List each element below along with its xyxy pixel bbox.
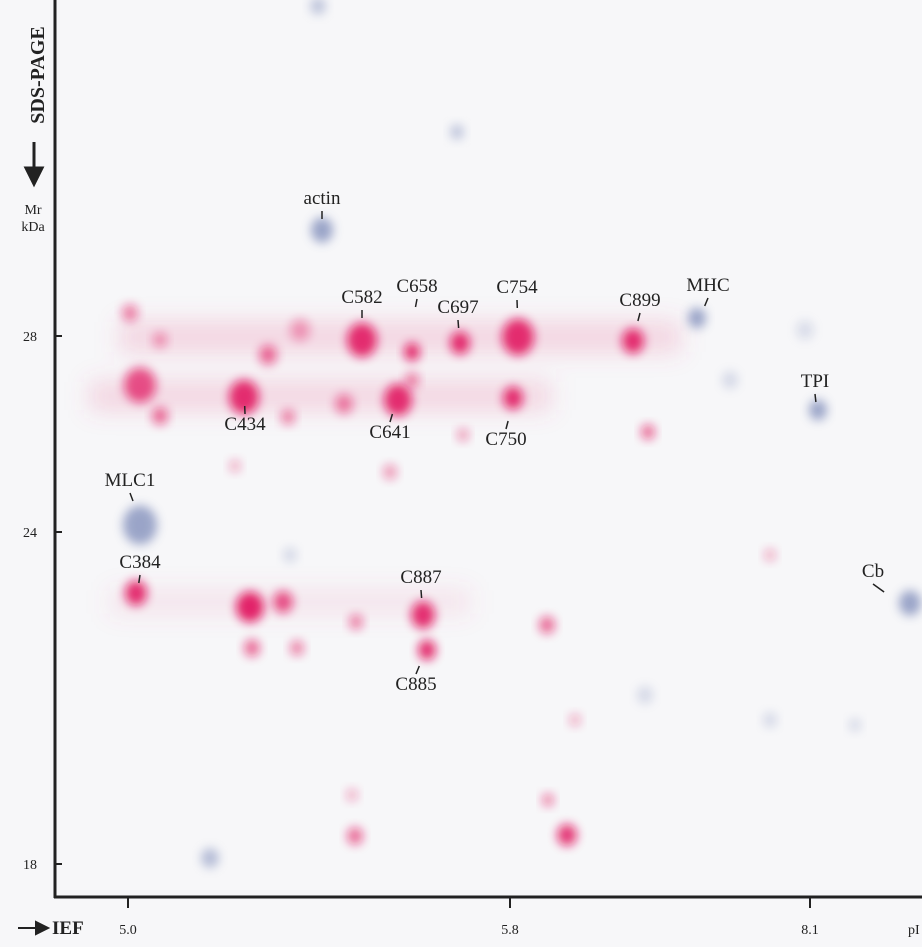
streaks [90, 322, 680, 614]
spot-label: TPI [801, 371, 830, 392]
spot-label: C697 [437, 297, 478, 318]
leader-line [420, 589, 423, 599]
spot [384, 383, 412, 417]
x-arrow [18, 920, 51, 936]
x-title: IEF [52, 918, 84, 939]
spot [569, 713, 581, 727]
spot [404, 342, 420, 362]
spot [236, 591, 264, 623]
y-tick-label: 18 [23, 858, 37, 873]
spot [450, 331, 470, 355]
leader-line [129, 492, 134, 502]
spot-label: C899 [619, 290, 660, 311]
spot [383, 464, 397, 480]
spot [688, 307, 706, 329]
spot [153, 332, 167, 348]
leader-line [505, 420, 509, 430]
spot [349, 614, 363, 630]
spot [796, 320, 814, 340]
spot [641, 424, 655, 440]
spot-label: C750 [485, 429, 526, 450]
leader-line [814, 393, 817, 403]
spot [310, 0, 326, 15]
leader-line [414, 298, 418, 308]
spots [122, 0, 921, 868]
spot [763, 712, 777, 728]
spot [335, 394, 353, 414]
spot [411, 601, 435, 629]
spot [229, 459, 241, 473]
spot [722, 371, 738, 389]
spot [849, 718, 861, 732]
spot [347, 322, 377, 358]
x-tick-label: 8.1 [801, 923, 819, 938]
spot-label: actin [304, 188, 341, 209]
spot [764, 548, 776, 562]
spot-label: C885 [395, 674, 436, 695]
spot [622, 328, 644, 354]
spot [283, 547, 297, 563]
spot [809, 399, 827, 421]
spot [281, 409, 295, 425]
leader-line [415, 665, 420, 675]
spot-label: C641 [369, 422, 410, 443]
x-tick-label: 5.8 [501, 923, 519, 938]
spot [152, 407, 168, 425]
spot [244, 639, 260, 657]
leader-line [457, 319, 460, 329]
spot-label: C582 [341, 287, 382, 308]
x-tick-label: 5.0 [119, 923, 137, 938]
y-units: Mr [24, 203, 41, 218]
spot [125, 580, 147, 606]
spot [229, 379, 259, 415]
leader-line [872, 583, 885, 593]
spot [557, 824, 577, 846]
spot [311, 217, 333, 243]
spot-label: C658 [396, 276, 437, 297]
y-tick-label: 28 [23, 330, 37, 345]
spot [290, 319, 310, 341]
spot [124, 367, 156, 403]
spot-label: C754 [496, 277, 538, 298]
leader-line [138, 574, 141, 584]
spot [347, 827, 363, 845]
spot [502, 318, 534, 356]
spot [273, 591, 293, 613]
x-end: pI [908, 923, 920, 938]
y-arrow [23, 142, 45, 188]
spot [290, 640, 304, 656]
spot-label: Cb [862, 561, 884, 582]
spot [346, 788, 358, 802]
spot [637, 686, 653, 704]
spot [457, 428, 469, 442]
spot [542, 793, 554, 807]
spot-label: C887 [400, 567, 441, 588]
y-tick-label: 24 [23, 526, 37, 541]
leader-line [637, 312, 641, 322]
spot-label: MLC1 [105, 470, 156, 491]
spot [259, 345, 277, 365]
y-units: kDa [21, 220, 45, 235]
leader-line [389, 413, 394, 423]
spot [201, 848, 219, 868]
spot-label: C384 [119, 552, 161, 573]
leader-line [704, 297, 709, 307]
y-title: SDS-PAGE [27, 26, 49, 123]
spot-label: MHC [686, 275, 729, 296]
spot [450, 124, 464, 140]
spot [539, 616, 555, 634]
spot [899, 590, 921, 616]
spot [503, 386, 523, 410]
spot [418, 639, 436, 661]
spot [405, 372, 419, 388]
spot [122, 304, 138, 322]
spot [123, 505, 157, 545]
spot-label: C434 [224, 414, 266, 435]
